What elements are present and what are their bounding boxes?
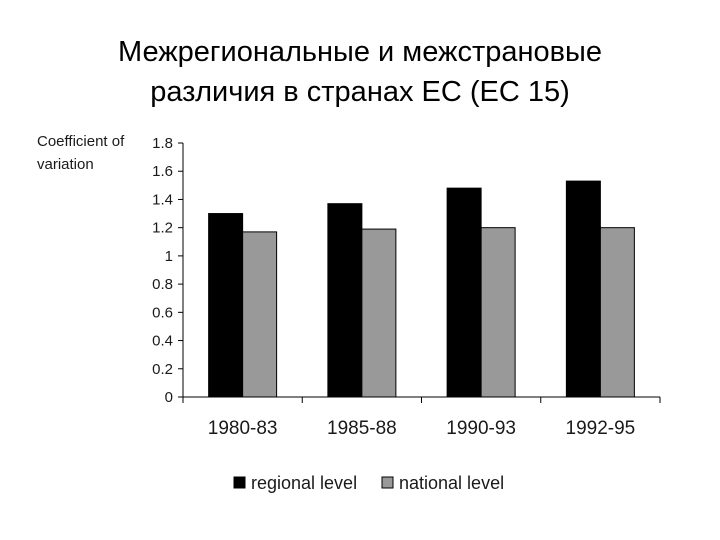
y-tick-label: 0.8 [152,276,173,293]
bar-national-level [242,231,278,398]
y-tick-label: 1.6 [152,163,173,180]
bar-regional-level [327,203,363,398]
x-tick-label: 1980-83 [208,418,278,439]
plot-area: 0 0.2 0.4 0.6 0.8 1 1.2 1.4 1.6 1.8 1980-83 1985-88… [152,135,661,439]
slide-title: Межрегиональные и межстрановые различия … [40,32,680,112]
bar-national-level [480,227,516,398]
bar-regional-level [446,187,482,398]
x-tick-label: 1990-93 [446,418,516,439]
legend-swatch [233,476,246,489]
legend-label: regional level [251,473,357,493]
y-tick-label: 1 [165,248,173,265]
bar-regional-level [565,180,601,398]
y-tick-label: 0 [165,389,173,406]
y-tick-label: 1.4 [152,191,173,208]
legend-swatch [381,476,394,489]
y-axis-label-line-2: variation [37,156,94,173]
x-tick-label: 1985-88 [327,418,397,439]
x-tick-label: 1992-95 [566,418,636,439]
bar-national-level [361,228,397,398]
y-tick-label: 1.2 [152,220,173,237]
y-tick-label: 1.8 [152,135,173,152]
y-axis-label-line-1: Coefficient of [37,133,125,150]
bar-regional-level [208,213,244,398]
title-line-1: Межрегиональные и межстрановые [117,36,603,68]
y-tick-label: 0.4 [152,333,173,350]
chart-legend: regional level national level [233,473,504,493]
y-tick-label: 0.6 [152,304,173,321]
y-tick-label: 0.2 [152,361,173,378]
bar-national-level [599,227,635,398]
legend-label: national level [399,473,504,493]
title-line-2: различия в странах ЕС (ЕС 15) [150,76,570,108]
